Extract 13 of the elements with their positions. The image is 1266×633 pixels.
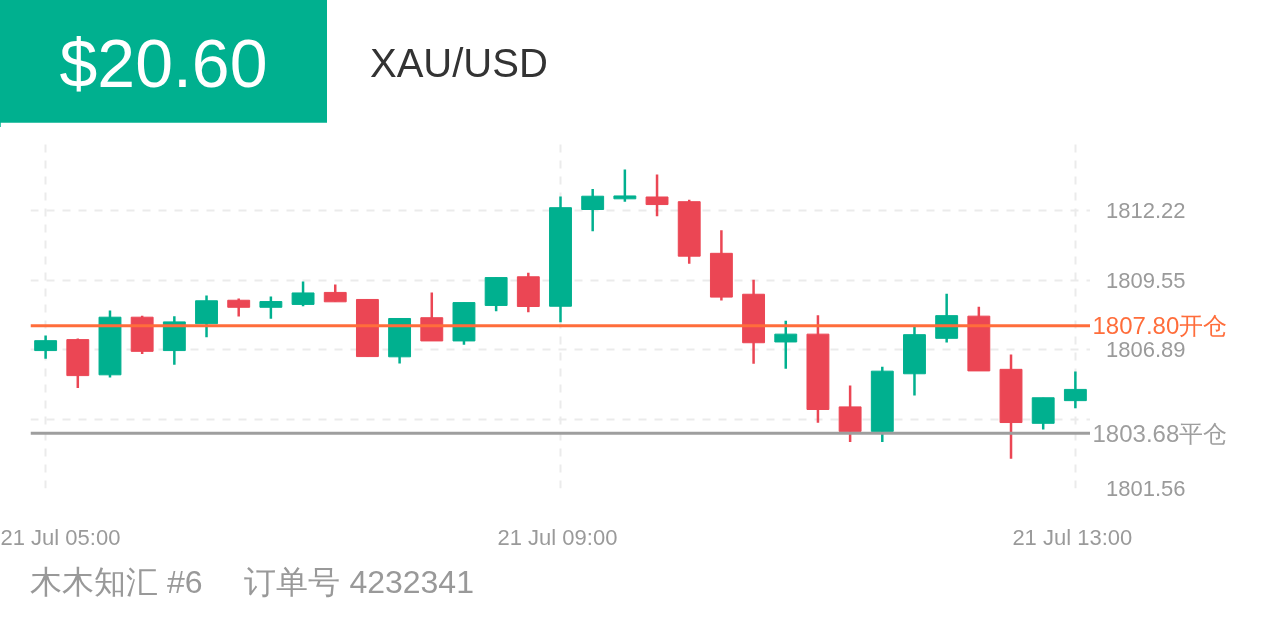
ref-line-label: 1807.80开仓 (1092, 312, 1228, 340)
chart-subtitle: XAU/USD (370, 39, 548, 87)
ref-line-label: 1803.68平仓 (1092, 419, 1228, 447)
y-tick-label: 1801.56 (1105, 476, 1186, 501)
text: 木木知汇 #6 (30, 563, 203, 603)
y-tick-label: 1806.89 (1105, 337, 1186, 363)
x-tick-label: 21 Jul 09:00 (497, 524, 618, 550)
y-tick-label: 1809.55 (1105, 267, 1186, 293)
x-tick-label: 21 Jul 13:00 (1012, 524, 1133, 550)
x-tick-label: 21 Jul 05:00 (0, 524, 121, 550)
chart-title: $20.60 (0, 0, 327, 127)
text: 订单号 4232341 (244, 563, 474, 603)
y-tick-label: 1812.22 (1105, 198, 1186, 224)
